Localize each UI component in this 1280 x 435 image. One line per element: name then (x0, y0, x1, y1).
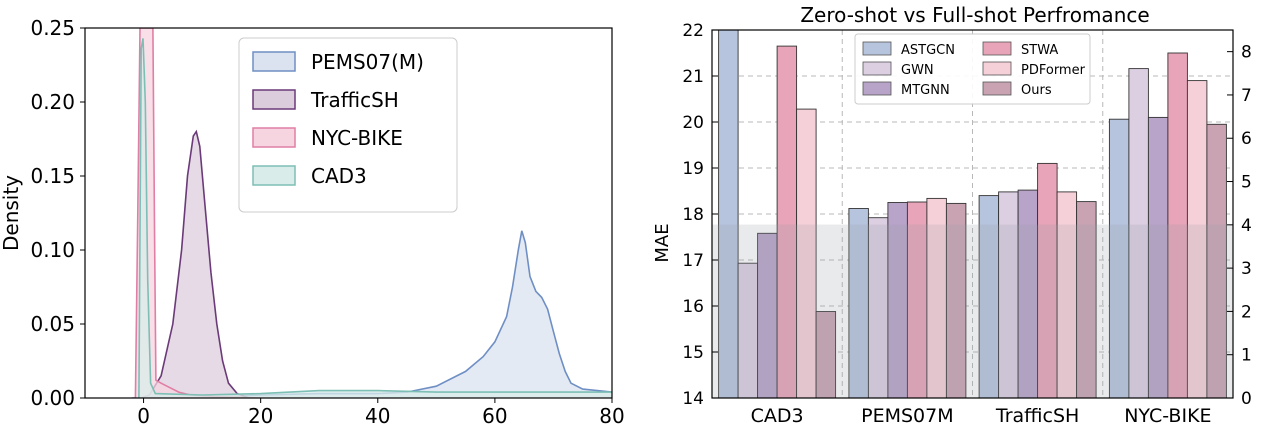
left-y-axis-label: Density (0, 175, 23, 251)
left-legend-label: CAD3 (311, 164, 367, 188)
right-y-tick-label: 15 (682, 343, 704, 363)
bar-ours-0 (815, 311, 837, 398)
density-area-0 (131, 230, 612, 398)
right-legend-swatch (862, 41, 892, 56)
bar-series (718, 30, 1227, 398)
left-legend-swatch (252, 89, 296, 110)
left-x-tick-label: 40 (365, 404, 390, 428)
left-legend-swatch (252, 165, 296, 186)
right-x-ticks: CAD3 PEMS07M TrafficSH NYC-BIKE (751, 405, 1212, 427)
right-legend-label: MTGNN (901, 83, 950, 98)
right-y2-tick-label: 6 (1241, 129, 1252, 149)
overlay-band (712, 224, 1233, 398)
bar-ours-1 (945, 202, 967, 398)
left-y-tick-label: 0.10 (30, 238, 75, 262)
left-x-tick-label: 60 (482, 404, 507, 428)
density-line-3 (138, 38, 612, 398)
left-plot-frame (84, 27, 613, 399)
right-y2-tick-label: 0 (1241, 389, 1252, 409)
right-legend-label: Ours (1021, 83, 1052, 98)
right-y-tick-label: 18 (682, 205, 704, 225)
right-y2-tick-label: 5 (1241, 173, 1252, 193)
bar-ours-3 (1206, 123, 1227, 398)
left-y-tick-label: 0.20 (30, 90, 75, 114)
right-legend-label: PDFormer (1021, 63, 1086, 78)
right-legend-swatch (982, 81, 1012, 96)
right-y-tick-label: 19 (682, 159, 704, 179)
right-legend-box (854, 33, 1091, 105)
right-y-tick-label: 22 (682, 21, 704, 41)
right-y2-tick-label: 4 (1241, 216, 1252, 236)
right-y2-tick-label: 3 (1241, 259, 1252, 279)
right-legend-swatch (982, 61, 1012, 76)
density-line-1 (140, 129, 250, 398)
left-y-tick-label: 0.00 (30, 386, 75, 410)
category-label: PEMS07M (861, 405, 954, 427)
right-y-tick-label: 21 (682, 67, 704, 87)
right-legend-swatch (862, 81, 892, 96)
right-y-tick-label: 20 (682, 113, 704, 133)
right-secondary-y-ticks: 0 1 2 3 4 5 6 7 8 (1227, 43, 1252, 409)
density-area-1 (140, 131, 249, 398)
left-legend-label: NYC-BIKE (311, 126, 403, 150)
left-x-tick-label: 80 (599, 404, 624, 428)
right-legend: ASTGCN GWN MTGNN STWA PDFormer Ours (854, 33, 1091, 105)
right-legend-label: ASTGCN (901, 43, 955, 58)
right-legend-label: STWA (1021, 43, 1058, 58)
left-legend-label: TrafficSH (310, 88, 399, 112)
left-y-ticks: 0.00 0.05 0.10 0.15 0.20 0.25 (30, 16, 85, 410)
left-y-tick-label: 0.15 (30, 164, 75, 188)
category-label: CAD3 (751, 405, 804, 427)
right-y-tick-label: 17 (682, 251, 704, 271)
right-y-tick-label: 16 (682, 297, 704, 317)
left-legend-swatch (252, 127, 296, 148)
left-y-tick-label: 0.25 (30, 16, 75, 40)
left-y-tick-label: 0.05 (30, 312, 75, 336)
right-y-ticks: 14 15 16 17 18 19 20 21 22 (682, 21, 718, 409)
left-legend-label: PEMS07(M) (311, 50, 424, 74)
right-y-tick-label: 14 (682, 389, 704, 409)
right-legend-swatch (862, 61, 892, 76)
density-areas (131, 28, 612, 398)
right-chart-title: Zero-shot vs Full-shot Perfromance (800, 3, 1149, 27)
category-label: NYC-BIKE (1124, 405, 1211, 427)
right-y-axis-label: MAE (652, 223, 673, 262)
right-y2-tick-label: 2 (1241, 302, 1252, 322)
bar-ours-2 (1076, 201, 1097, 398)
right-y2-tick-label: 1 (1241, 346, 1252, 366)
density-plot: 0 20 40 60 80 0.00 0.05 0.10 0.15 0.20 0.25 Densi… (0, 16, 625, 428)
left-legend: PEMS07(M) TrafficSH NYC-BIKE CAD3 (238, 37, 458, 213)
right-legend-swatch (982, 41, 1012, 56)
right-y2-tick-label: 8 (1241, 43, 1252, 63)
right-legend-label: GWN (901, 63, 934, 78)
left-x-tick-label: 20 (248, 404, 273, 428)
bar-chart: Zero-shot vs Full-shot Perfromance 14151… (652, 3, 1252, 427)
right-y2-tick-label: 7 (1241, 86, 1252, 106)
left-x-ticks: 0 20 40 60 80 (137, 398, 625, 428)
category-label: TrafficSH (995, 405, 1079, 427)
left-x-tick-label: 0 (137, 404, 150, 428)
left-legend-swatch (252, 51, 296, 72)
